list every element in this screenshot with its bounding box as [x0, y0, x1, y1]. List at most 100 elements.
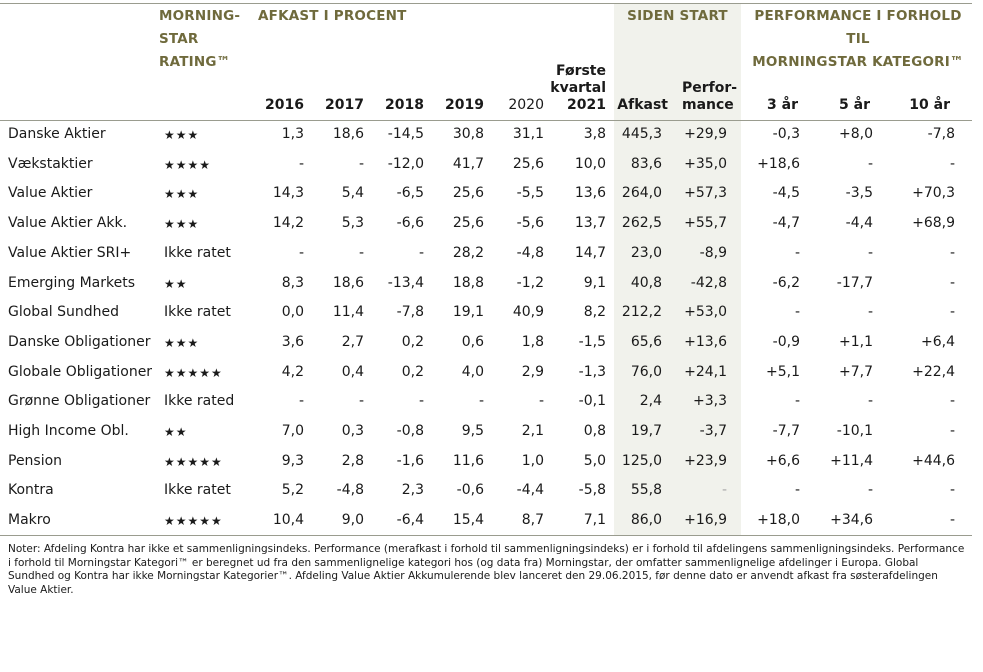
- fund-name: Vækstaktier: [8, 155, 93, 172]
- cell-q1: -1,3: [578, 363, 606, 380]
- cell-afkast: 55,8: [630, 482, 662, 499]
- cell-y2017: -4,8: [336, 482, 364, 499]
- cell-y2018: -12,0: [387, 155, 424, 172]
- cell-y2019: 18,8: [452, 274, 484, 291]
- cell-y2020: -5,6: [516, 215, 544, 232]
- star-rating: ★★★: [164, 335, 200, 350]
- star-rating: ★★★★★: [164, 514, 223, 529]
- cell-y2016: 14,3: [272, 185, 304, 202]
- cell-y2020: 1,0: [521, 452, 544, 469]
- cell-p3: +6,6: [766, 452, 800, 469]
- cell-y2019: 19,1: [452, 304, 484, 321]
- star-rating: ★★★: [164, 217, 200, 232]
- rating-text: Ikke ratet: [164, 244, 231, 261]
- cell-y2017: 0,4: [341, 363, 364, 380]
- cell-q1: -5,8: [578, 482, 606, 499]
- cell-y2017: 0,3: [341, 423, 364, 439]
- cell-p5: -4,4: [845, 215, 873, 232]
- cell-y2017: -: [358, 155, 364, 172]
- cell-q1: 5,0: [583, 452, 606, 469]
- cell-y2020: -5,5: [516, 185, 544, 202]
- cell-p3: -4,5: [772, 185, 800, 202]
- cell-afkast: 262,5: [621, 215, 662, 232]
- since-start-header: SIDEN START: [627, 8, 728, 24]
- cell-perf: +29,9: [684, 126, 727, 142]
- q1-header-line: Første: [555, 63, 606, 79]
- cell-y2016: -: [298, 393, 304, 410]
- cell-y2019: 25,6: [452, 215, 484, 232]
- cell-y2017: 11,4: [332, 304, 364, 321]
- cell-q1: 9,1: [583, 274, 606, 291]
- cell-perf: +16,9: [684, 512, 727, 529]
- fund-name: Pension: [8, 452, 63, 469]
- rating-text: Ikke ratet: [164, 304, 231, 321]
- cell-p5: +11,4: [830, 452, 873, 469]
- cell-q1: 10,0: [574, 155, 606, 172]
- cell-q1: 13,7: [574, 215, 606, 232]
- cell-y2019: 41,7: [452, 155, 484, 172]
- cell-y2018: -1,6: [396, 452, 424, 469]
- cell-p10: +22,4: [912, 363, 955, 380]
- cell-q1: 14,7: [574, 244, 606, 261]
- cell-p10: +44,6: [912, 452, 955, 469]
- cell-afkast: 76,0: [630, 363, 662, 380]
- cell-y2017: 5,3: [341, 215, 364, 232]
- cell-p10: -: [949, 274, 955, 291]
- cell-q1: 13,6: [574, 185, 606, 202]
- cell-y2016: 4,2: [281, 363, 304, 380]
- cell-y2016: 14,2: [272, 215, 304, 232]
- cell-y2017: 5,4: [341, 185, 364, 202]
- cell-y2018: 0,2: [401, 363, 424, 380]
- cell-perf: +24,1: [684, 363, 727, 380]
- q1-header-line: kvartal: [550, 80, 606, 96]
- cell-y2016: 8,3: [281, 274, 304, 291]
- cell-p10: -: [949, 244, 955, 261]
- fund-name: Emerging Markets: [8, 274, 136, 291]
- cell-y2017: -: [358, 393, 364, 410]
- cell-y2016: -: [298, 155, 304, 172]
- cell-y2020: -4,8: [516, 244, 544, 261]
- cell-y2017: 2,7: [341, 333, 364, 350]
- star-rating: ★★★★: [164, 157, 212, 172]
- cell-y2016: 10,4: [272, 512, 304, 529]
- cell-y2020: -: [538, 393, 544, 410]
- cell-y2020: 2,9: [521, 363, 544, 380]
- cell-q1: -1,5: [578, 333, 606, 350]
- cell-p5: -: [867, 304, 873, 321]
- cell-p3: -: [794, 244, 800, 261]
- star-rating: ★★★: [164, 187, 200, 202]
- cell-afkast: 445,3: [621, 126, 662, 142]
- cell-y2017: -: [358, 244, 364, 261]
- cell-p5: -: [867, 393, 873, 410]
- cell-y2020: 1,8: [521, 333, 544, 350]
- cell-y2018: -: [418, 244, 424, 261]
- cell-afkast: 83,6: [630, 155, 662, 172]
- cell-p5: -: [867, 155, 873, 172]
- cell-perf: +35,0: [684, 155, 727, 172]
- col-q1-2021: Første kvartal 2021: [540, 63, 606, 114]
- cell-p3: +18,0: [757, 512, 800, 529]
- cell-perf: -42,8: [690, 274, 727, 291]
- rating-header-line: RATING™: [159, 54, 231, 70]
- cell-y2020: 25,6: [512, 155, 544, 172]
- cell-p5: +1,1: [839, 333, 873, 350]
- fund-name: Danske Aktier: [8, 126, 106, 142]
- cell-y2019: 28,2: [452, 244, 484, 261]
- cell-p5: -10,1: [836, 423, 873, 439]
- cell-p3: +5,1: [766, 363, 800, 380]
- fund-name: Danske Obligationer: [8, 333, 151, 350]
- cell-y2018: -7,8: [396, 304, 424, 321]
- cell-p5: +7,7: [839, 363, 873, 380]
- cell-p3: -: [794, 304, 800, 321]
- cell-y2018: -6,4: [396, 512, 424, 529]
- cell-p10: +70,3: [912, 185, 955, 202]
- cell-y2020: 2,1: [521, 423, 544, 439]
- cell-p10: -: [949, 423, 955, 439]
- returns-group-header: AFKAST I PROCENT: [258, 8, 407, 24]
- cell-y2020: 40,9: [512, 304, 544, 321]
- fund-name: Grønne Obligationer: [8, 393, 151, 410]
- cell-y2018: 2,3: [401, 482, 424, 499]
- cell-y2019: 4,0: [461, 363, 484, 380]
- fund-name: Makro: [8, 512, 51, 529]
- cell-y2020: -4,4: [516, 482, 544, 499]
